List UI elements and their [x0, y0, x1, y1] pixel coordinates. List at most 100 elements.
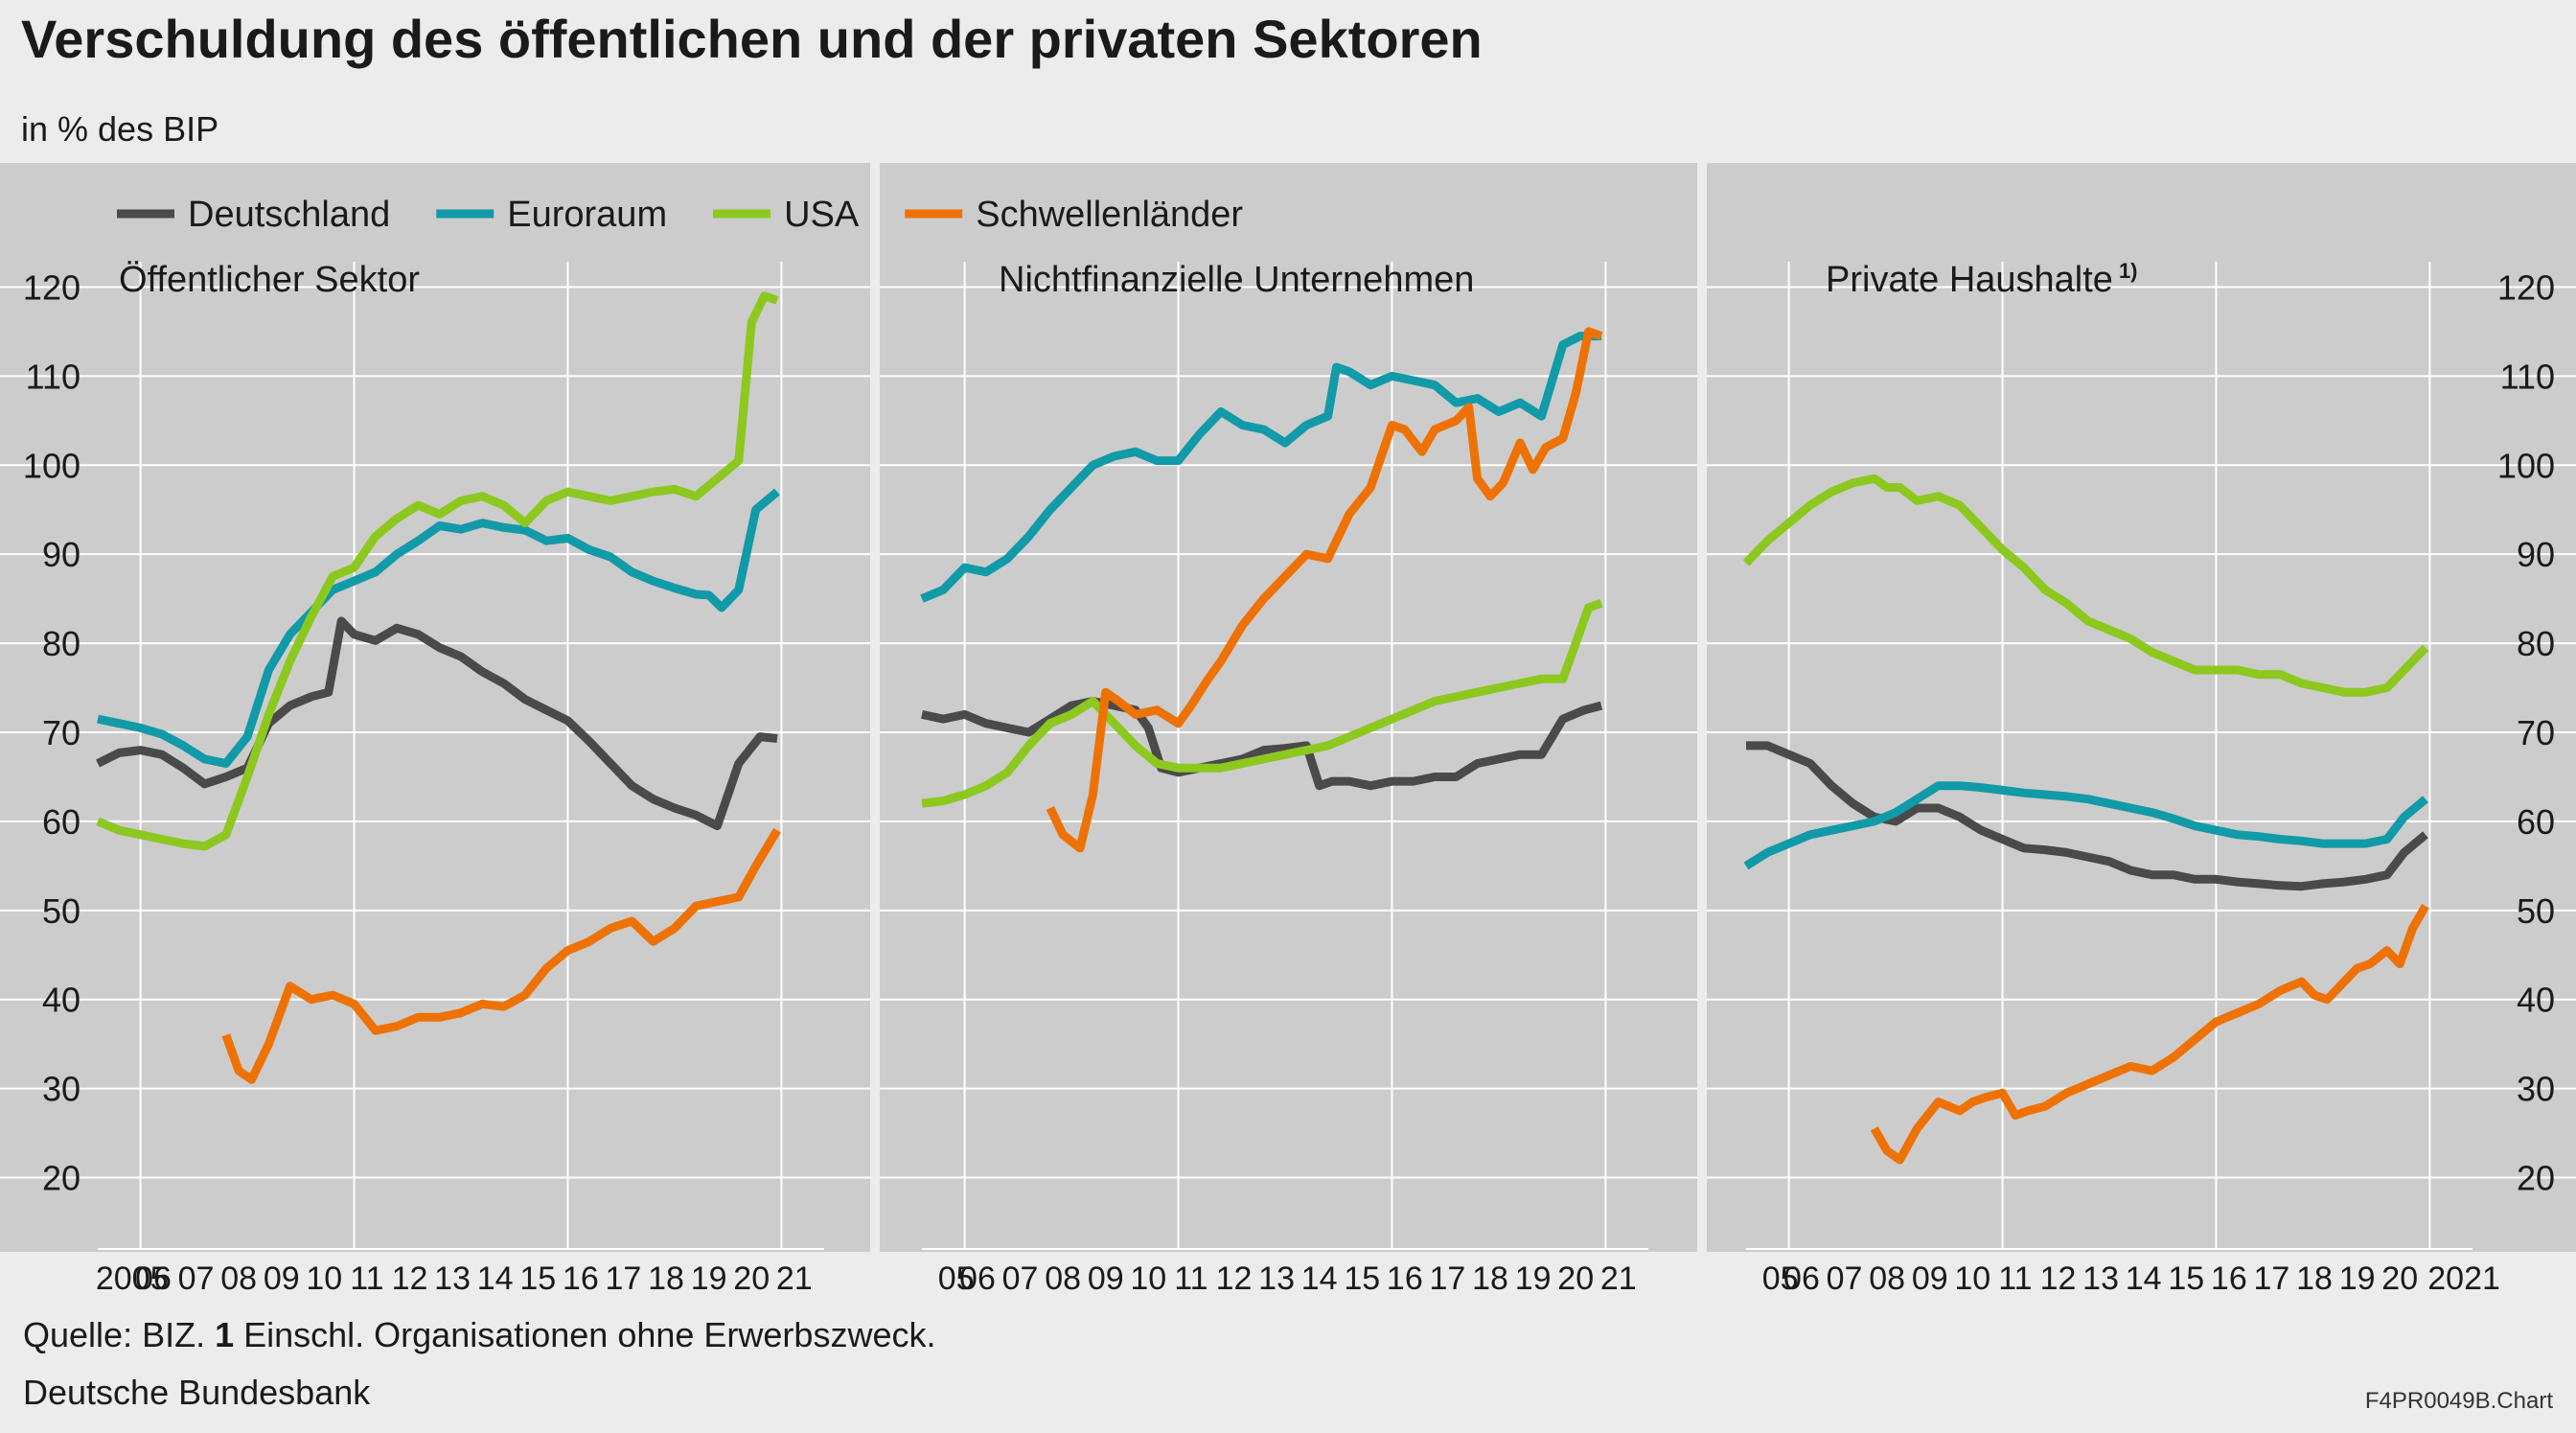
- y-tick-label: 50: [42, 891, 80, 931]
- x-tick-label: 13: [2082, 1260, 2119, 1297]
- x-tick-label: 08: [1869, 1260, 1905, 1297]
- chart-title: Verschuldung des öffentlichen und der pr…: [21, 9, 1483, 69]
- x-tick-label: 07: [1002, 1260, 1039, 1297]
- y-tick-label: 20: [2517, 1159, 2555, 1198]
- y-tick-label: 100: [2497, 446, 2555, 485]
- x-tick-label: 17: [2254, 1260, 2290, 1297]
- x-tick-label: 21: [1600, 1260, 1637, 1297]
- x-tick-label: 18: [1472, 1260, 1508, 1297]
- x-tick-label: 15: [519, 1260, 556, 1297]
- series-line-euroraum: [1743, 781, 2428, 870]
- publisher-name: Deutsche Bundesbank: [23, 1373, 371, 1412]
- y-tick-label: 60: [42, 802, 80, 842]
- x-tick-label: 17: [1430, 1260, 1466, 1297]
- series-line-schwellenländer: [221, 827, 781, 1084]
- x-tick-label: 11: [1174, 1260, 1208, 1297]
- footnote-marker: 1): [2119, 259, 2138, 283]
- x-tick-label: 14: [477, 1260, 514, 1297]
- chart-unit: in % des BIP: [21, 109, 219, 149]
- x-tick-label: 16: [2211, 1260, 2247, 1297]
- y-tick-label: 90: [2517, 535, 2555, 574]
- legend-item: Schwellenländer: [905, 195, 1243, 235]
- y-tick-label: 80: [2517, 624, 2555, 663]
- legend-label: USA: [784, 195, 860, 235]
- x-tick-label: 05: [1762, 1260, 1799, 1297]
- y-tick-label: 120: [2497, 267, 2555, 307]
- series-line-deutschland: [1746, 741, 2428, 891]
- panel-title: Nichtfinanzielle Unternehmen: [999, 260, 1474, 300]
- x-tick-label: 14: [2126, 1260, 2162, 1297]
- legend: Deutschland Euroraum USA Schwellenländer: [117, 195, 1243, 235]
- y-tick-label: 80: [42, 624, 80, 663]
- x-tick-label: 08: [1045, 1260, 1081, 1297]
- y-tick-label: 60: [2517, 802, 2555, 842]
- x-tick-label: 13: [434, 1260, 471, 1297]
- chart-header: Verschuldung des öffentlichen und der pr…: [0, 0, 2576, 163]
- x-tick-label: 20: [1557, 1260, 1594, 1297]
- footnote-marker: 1: [215, 1315, 235, 1354]
- y-tick-label: 20: [42, 1159, 80, 1198]
- x-tick-label: 19: [2339, 1260, 2376, 1297]
- x-tick-label: 2005: [96, 1260, 169, 1297]
- x-tick-label: 09: [1912, 1260, 1948, 1297]
- series-line-schwellenländer: [1870, 903, 2429, 1165]
- y-tick-label: 90: [42, 535, 80, 574]
- x-tick-label: 06: [1783, 1260, 1820, 1297]
- x-tick-label: 07: [178, 1260, 215, 1297]
- panel-title: Öffentlicher Sektor: [119, 260, 420, 300]
- x-tick-label: 15: [2168, 1260, 2204, 1297]
- x-tick-label: 19: [1515, 1260, 1552, 1297]
- x-tick-label: 10: [1954, 1260, 1990, 1297]
- legend-item: Euroraum: [436, 195, 667, 235]
- series-line-euroraum: [97, 488, 780, 768]
- source-note: Quelle: BIZ. 1 Einschl. Organisationen o…: [23, 1315, 935, 1355]
- legend-item: USA: [713, 195, 860, 235]
- x-tick-label: 2021: [2427, 1260, 2500, 1297]
- x-tick-label: 16: [1387, 1260, 1423, 1297]
- x-tick-label: 08: [220, 1260, 257, 1297]
- series-line-euroraum: [920, 332, 1601, 603]
- series-line-deutschland: [921, 697, 1603, 791]
- x-tick-label: 19: [691, 1260, 727, 1297]
- panel-background: [0, 163, 870, 1252]
- y-tick-label: 100: [23, 446, 80, 485]
- y-tick-label: 40: [2517, 981, 2555, 1020]
- y-tick-label: 70: [2517, 713, 2555, 752]
- y-tick-label: 70: [42, 713, 80, 752]
- x-tick-label: 15: [1344, 1260, 1380, 1297]
- x-tick-label: 10: [306, 1260, 342, 1297]
- legend-label: Euroraum: [507, 195, 667, 235]
- x-tick-label: 21: [776, 1260, 813, 1297]
- x-tick-label: 16: [563, 1260, 599, 1297]
- x-tick-label: 18: [2296, 1260, 2333, 1297]
- x-tick-label: 11: [1998, 1260, 2032, 1297]
- x-tick-label: 20: [2381, 1260, 2418, 1297]
- x-tick-label: 09: [264, 1260, 300, 1297]
- x-tick-label: 13: [1258, 1260, 1295, 1297]
- legend-item: Deutschland: [117, 195, 390, 235]
- x-tick-label: 07: [1827, 1260, 1863, 1297]
- y-tick-label: 50: [2517, 891, 2555, 931]
- y-tick-label: 30: [2517, 1070, 2555, 1109]
- chart-footer: Quelle: BIZ. 1 Einschl. Organisationen o…: [0, 1306, 2576, 1433]
- x-tick-label: 20: [733, 1260, 770, 1297]
- x-tick-label: 06: [959, 1260, 996, 1297]
- legend-label: Deutschland: [188, 195, 390, 235]
- series-line-deutschland: [95, 616, 778, 831]
- x-tick-label: 09: [1088, 1260, 1124, 1297]
- panel-title: Private Haushalte 1): [1826, 259, 2138, 300]
- series-line-schwellenländer: [1046, 327, 1603, 853]
- x-tick-label: 11: [350, 1260, 383, 1297]
- x-tick-label: 12: [392, 1260, 428, 1297]
- x-tick-label: 10: [1130, 1260, 1166, 1297]
- x-tick-label: 17: [606, 1260, 642, 1297]
- y-tick-label: 40: [42, 981, 80, 1020]
- x-tick-label: 18: [648, 1260, 684, 1297]
- series-line-usa: [96, 291, 779, 851]
- series-line-usa: [1742, 474, 2429, 697]
- chart-id: F4PR0049B.Chart: [2364, 1388, 2553, 1414]
